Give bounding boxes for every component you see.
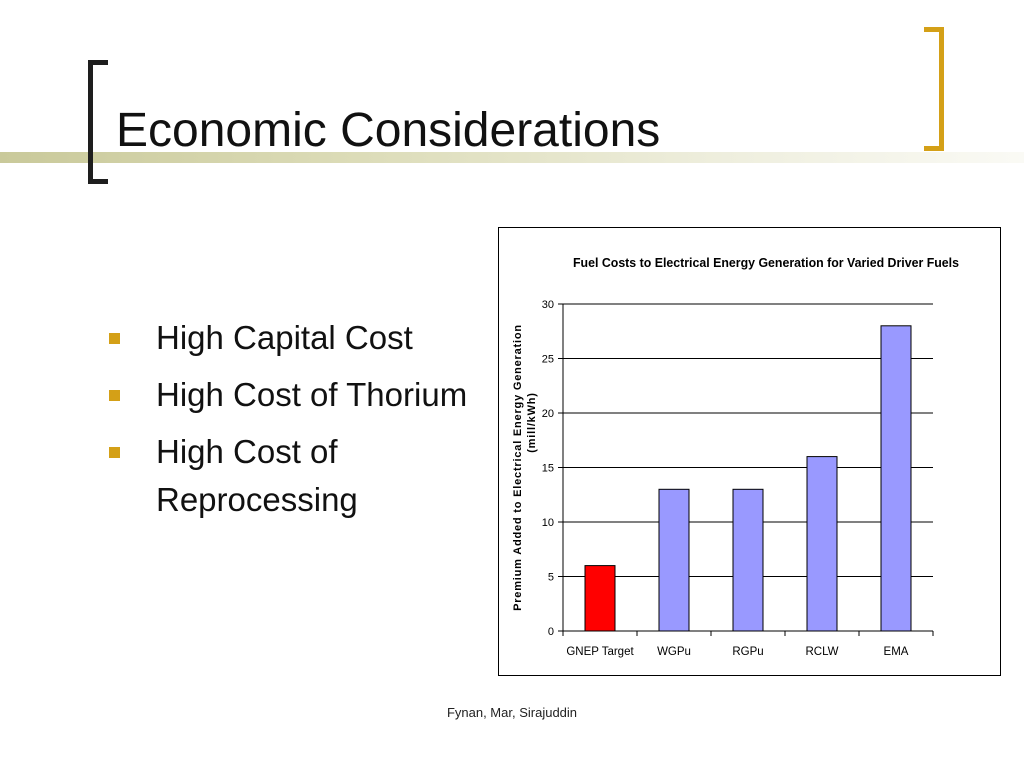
y-tick-label: 25 bbox=[542, 354, 554, 366]
y-axis-label-line1: Premium Added to Electrical Energy Gener… bbox=[512, 324, 524, 611]
y-tick-label: 30 bbox=[542, 299, 554, 311]
bar bbox=[880, 325, 912, 632]
left-bracket-decoration bbox=[88, 60, 108, 184]
y-tick-label: 10 bbox=[542, 517, 554, 529]
bar bbox=[806, 456, 838, 632]
slide-title: Economic Considerations bbox=[116, 104, 661, 157]
y-tick-label: 20 bbox=[542, 408, 554, 420]
square-bullet-icon bbox=[109, 447, 120, 458]
chart-frame: Fuel Costs to Electrical Energy Generati… bbox=[498, 227, 1001, 676]
bar bbox=[658, 488, 690, 632]
bullet-text: High Capital Cost bbox=[156, 319, 413, 356]
x-tick-label: GNEP Target bbox=[566, 646, 634, 658]
right-bracket-decoration bbox=[924, 27, 944, 151]
square-bullet-icon bbox=[109, 333, 120, 344]
footer-credit: Fynan, Mar, Sirajuddin bbox=[446, 705, 578, 720]
bullet-list: High Capital Cost High Cost of Thorium H… bbox=[100, 314, 480, 533]
bullet-item: High Capital Cost bbox=[100, 314, 480, 362]
bar bbox=[584, 565, 616, 632]
chart-title: Fuel Costs to Electrical Energy Generati… bbox=[573, 256, 959, 270]
title-underline bbox=[0, 152, 1024, 163]
bar bbox=[732, 488, 764, 632]
square-bullet-icon bbox=[109, 390, 120, 401]
bullet-item: High Cost of Thorium bbox=[100, 371, 480, 419]
bullet-item: High Cost of Reprocessing bbox=[100, 428, 480, 524]
y-tick-label: 0 bbox=[548, 626, 554, 638]
y-tick-label: 5 bbox=[548, 572, 554, 584]
x-tick-label: RCLW bbox=[805, 646, 838, 658]
bullet-text: High Cost of Thorium bbox=[156, 376, 468, 413]
bullet-text: High Cost of Reprocessing bbox=[156, 433, 358, 518]
x-tick-label: EMA bbox=[884, 646, 909, 658]
y-tick-label: 15 bbox=[542, 463, 554, 475]
y-axis-label-line2: (mill/kWh) bbox=[526, 392, 538, 453]
bar-chart: Fuel Costs to Electrical Energy Generati… bbox=[512, 256, 959, 658]
x-tick-label: RGPu bbox=[732, 646, 763, 658]
x-tick-label: WGPu bbox=[657, 646, 691, 658]
